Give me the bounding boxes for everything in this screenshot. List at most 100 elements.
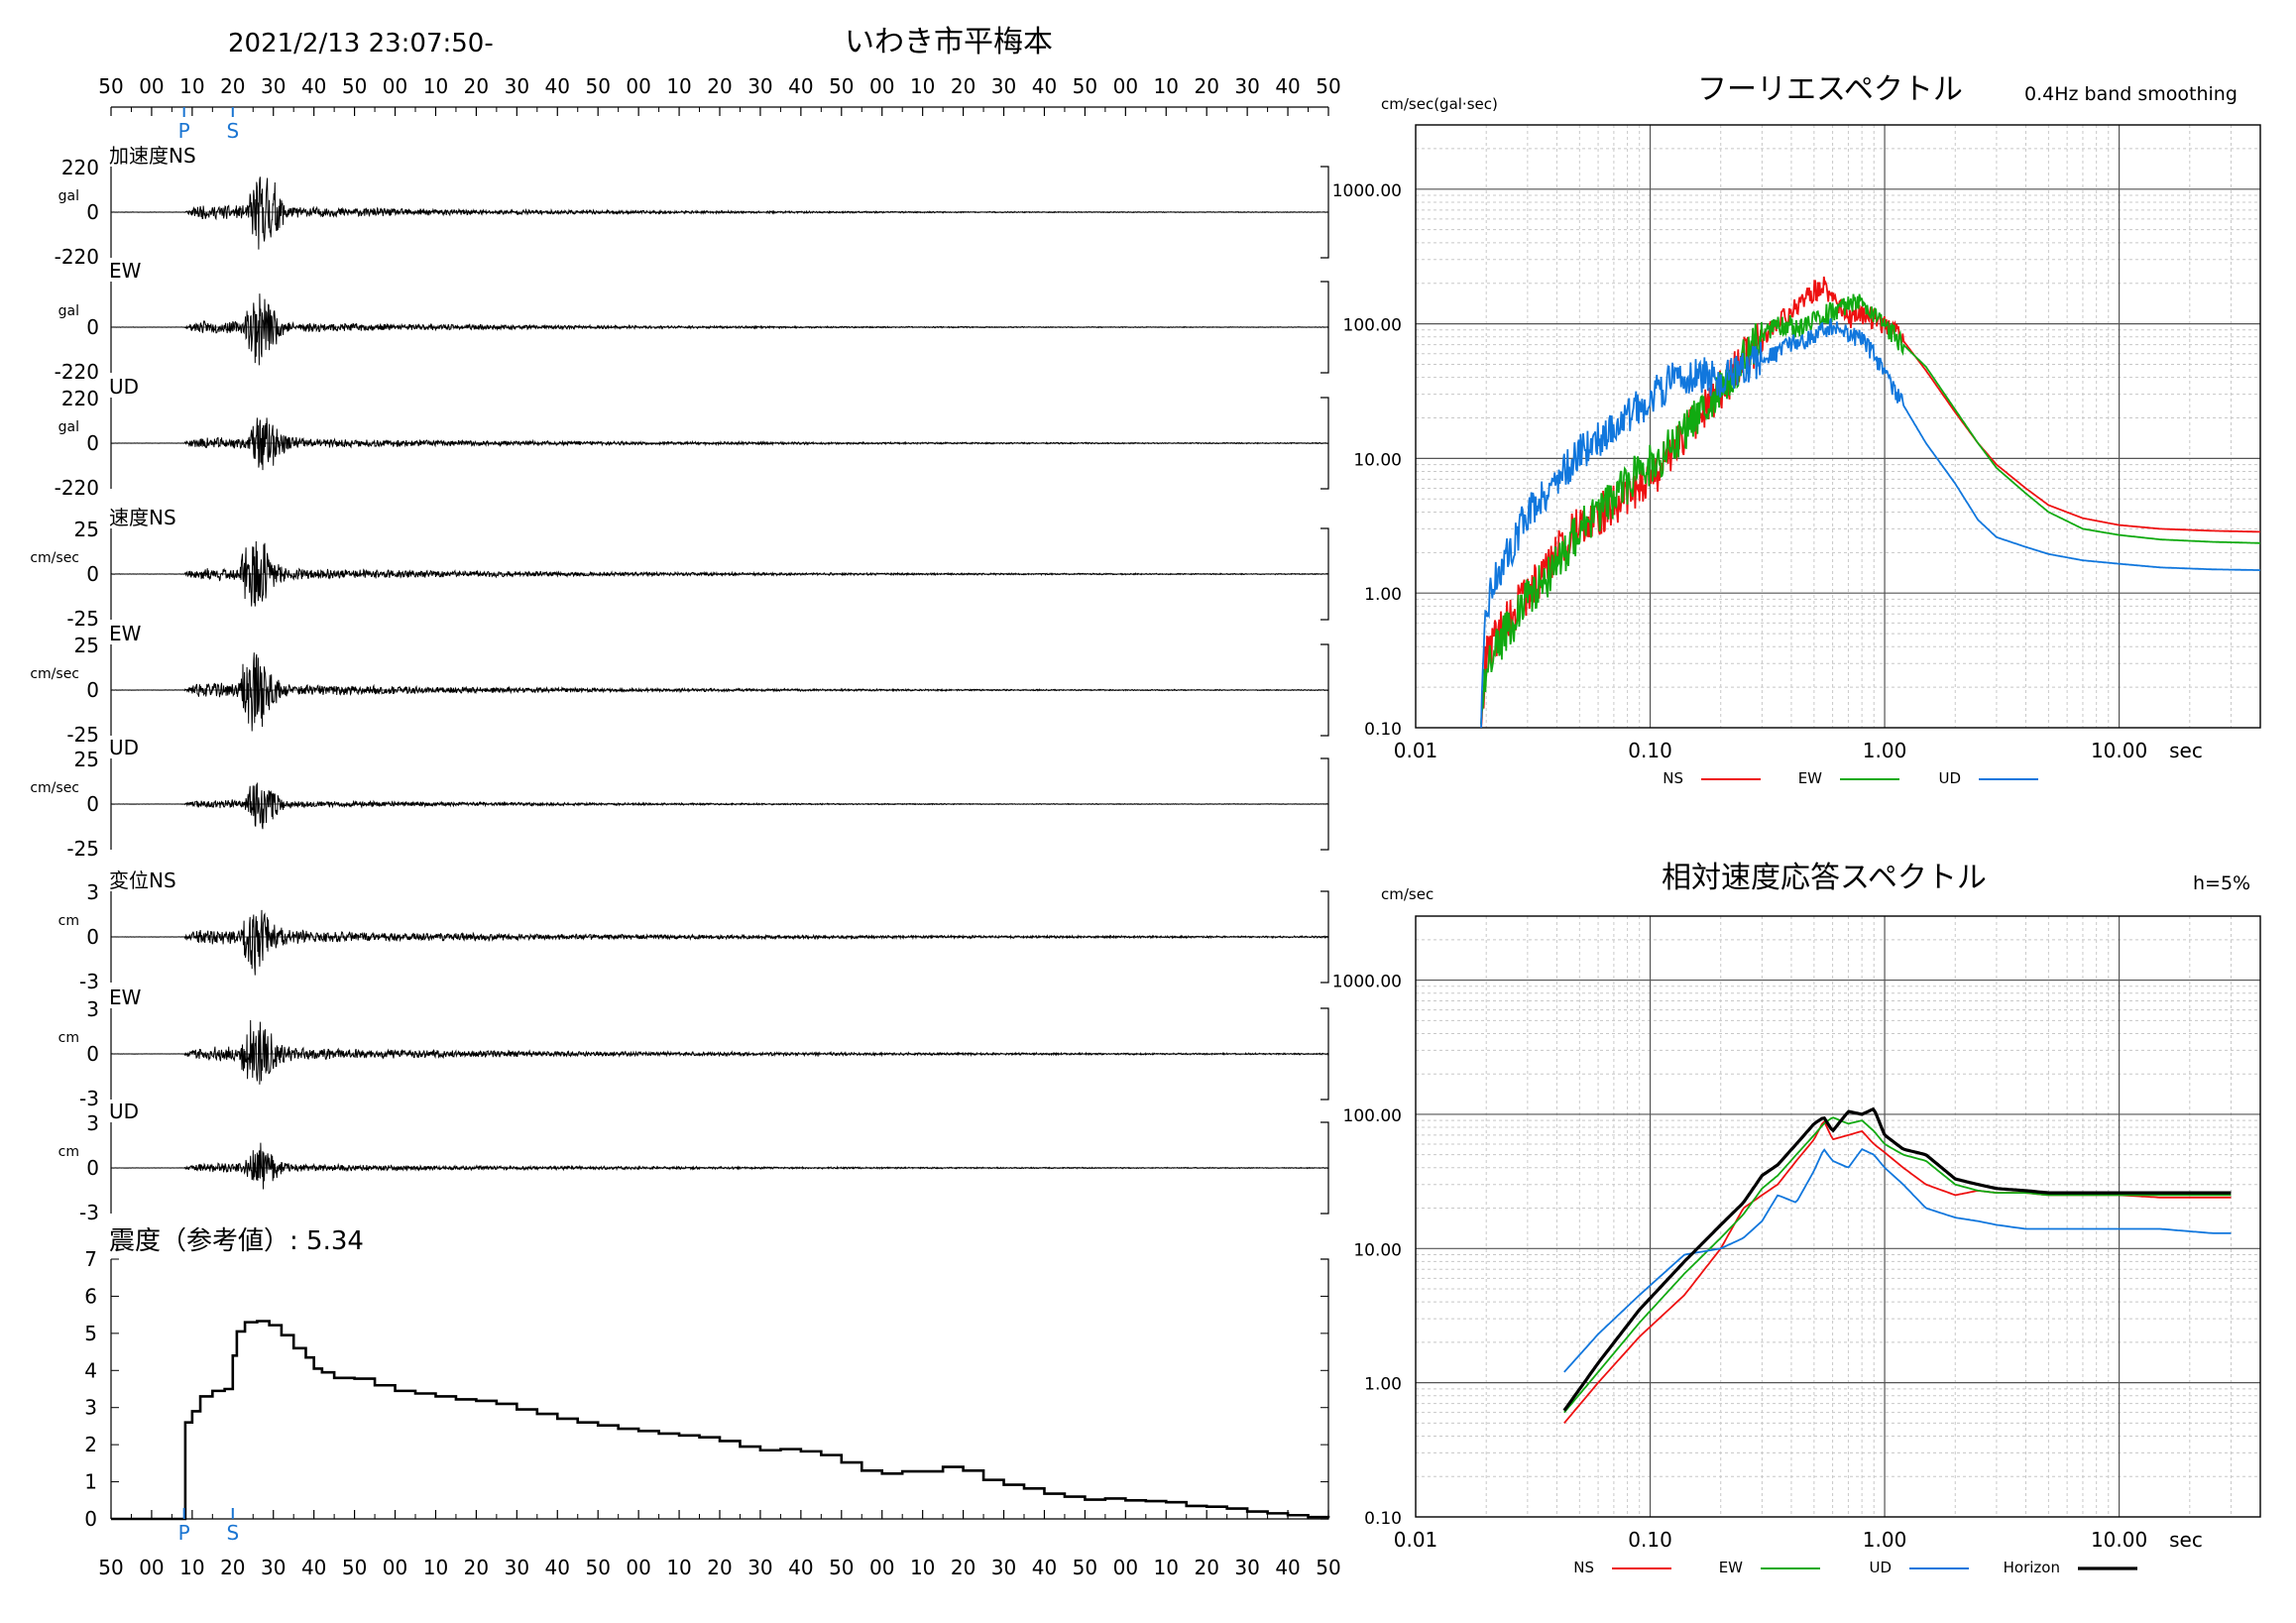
fourier-spectrum-chart: 0.01 0.10 1.00 10.00 sec0.101.0010.00100.001… bbox=[1332, 124, 2261, 787]
response-spectrum-chart: 0.01 0.10 1.00 10.00 sec0.101.0010.00100.001… bbox=[1332, 915, 2261, 1576]
top-axis-tick-label: 50 bbox=[585, 74, 610, 98]
header-datetime: 2021/2/13 23:07:50- bbox=[228, 29, 494, 58]
waveform-trace bbox=[110, 1019, 1329, 1085]
waveform-trace bbox=[110, 1142, 1329, 1190]
y-tick-label: 1000.00 bbox=[1332, 973, 1402, 992]
top-axis-tick-label: 10 bbox=[1154, 74, 1179, 98]
response-ylabel: cm/sec bbox=[1381, 885, 1434, 903]
s-wave-label: S bbox=[226, 1521, 239, 1545]
y-tick-label: 1.00 bbox=[1364, 1375, 1402, 1395]
intensity-y-tick-label: 7 bbox=[84, 1247, 97, 1271]
legend-label: UD bbox=[1869, 1559, 1892, 1576]
intensity-y-tick-label: 6 bbox=[84, 1284, 97, 1308]
bottom-axis-tick-label: 00 bbox=[869, 1556, 894, 1579]
bottom-axis-tick-label: 40 bbox=[545, 1556, 570, 1579]
top-axis-tick-label: 10 bbox=[423, 74, 448, 98]
panel-min-value: -220 bbox=[55, 360, 99, 384]
panel-max-value: 3 bbox=[86, 880, 99, 904]
panel-zero-value: 0 bbox=[86, 1156, 99, 1180]
intensity-y-tick-label: 3 bbox=[84, 1396, 97, 1420]
panel-unit: gal bbox=[58, 188, 79, 204]
x-axis-label: sec bbox=[2169, 739, 2203, 762]
bottom-axis-tick-label: 00 bbox=[139, 1556, 164, 1579]
y-tick-label: 0.10 bbox=[1364, 1509, 1402, 1529]
panel-label: UD bbox=[109, 736, 139, 759]
x-tick-label: 1.00 bbox=[1863, 1528, 1907, 1552]
bottom-axis-tick-label: 10 bbox=[1154, 1556, 1179, 1579]
panel-unit: gal bbox=[58, 419, 79, 435]
series-ud-line bbox=[1480, 317, 2260, 728]
panel-min-value: -220 bbox=[55, 245, 99, 269]
top-axis-tick-label: 10 bbox=[910, 74, 935, 98]
bottom-axis-tick-label: 30 bbox=[261, 1556, 286, 1579]
bottom-axis-tick-label: 10 bbox=[910, 1556, 935, 1579]
intensity-y-tick-label: 5 bbox=[84, 1322, 97, 1345]
bottom-axis-tick-label: 30 bbox=[991, 1556, 1016, 1579]
panel-label: EW bbox=[109, 985, 142, 1009]
bottom-axis-tick-label: 20 bbox=[707, 1556, 732, 1579]
bottom-axis-tick-label: 50 bbox=[1316, 1556, 1340, 1579]
y-tick-label: 0.10 bbox=[1364, 720, 1402, 740]
top-axis-tick-label: 50 bbox=[829, 74, 854, 98]
y-tick-label: 100.00 bbox=[1343, 1106, 1402, 1126]
panel-min-value: -3 bbox=[79, 1201, 99, 1224]
top-axis-tick-label: 30 bbox=[991, 74, 1016, 98]
s-wave-label: S bbox=[226, 119, 239, 143]
header-station: いわき市平梅本 bbox=[845, 25, 1053, 59]
p-wave-label: P bbox=[178, 119, 190, 143]
top-axis-tick-label: 50 bbox=[342, 74, 367, 98]
series-ew-line bbox=[1480, 293, 2260, 725]
panel-zero-value: 0 bbox=[86, 792, 99, 816]
bottom-axis-tick-label: 50 bbox=[829, 1556, 854, 1579]
top-axis-tick-label: 30 bbox=[747, 74, 772, 98]
waveform-panel: UD 25 -25 0 cm/sec bbox=[30, 736, 1329, 861]
top-axis-tick-label: 30 bbox=[261, 74, 286, 98]
waveform-panel: UD 3 -3 0 cm bbox=[58, 1100, 1329, 1224]
panel-zero-value: 0 bbox=[86, 925, 99, 949]
x-axis-label: sec bbox=[2169, 1528, 2203, 1552]
panel-max-value: 220 bbox=[61, 156, 99, 179]
y-tick-label: 1000.00 bbox=[1332, 181, 1402, 201]
top-axis-tick-label: 50 bbox=[98, 74, 123, 98]
waveform-trace bbox=[110, 540, 1329, 607]
top-axis-tick-label: 10 bbox=[666, 74, 691, 98]
panel-label: EW bbox=[109, 259, 142, 283]
panel-min-value: -25 bbox=[66, 723, 99, 747]
plot-frame bbox=[1415, 915, 2261, 1518]
panel-unit: cm/sec bbox=[30, 550, 79, 566]
x-tick-label: 10.00 bbox=[2091, 1528, 2147, 1552]
panel-label: 速度NS bbox=[109, 506, 176, 529]
intensity-curve bbox=[111, 1320, 1330, 1521]
panel-min-value: -25 bbox=[66, 837, 99, 861]
bottom-axis-tick-label: 50 bbox=[342, 1556, 367, 1579]
series-horizon-line bbox=[1562, 1106, 2232, 1412]
panel-min-value: -220 bbox=[55, 476, 99, 500]
x-tick-label: 0.01 bbox=[1394, 739, 1438, 762]
panel-unit: gal bbox=[58, 303, 79, 319]
bottom-axis-tick-label: 40 bbox=[301, 1556, 326, 1579]
panel-min-value: -3 bbox=[79, 970, 99, 993]
x-tick-label: 10.00 bbox=[2091, 739, 2147, 762]
top-axis-tick-label: 00 bbox=[1113, 74, 1138, 98]
waveform-trace bbox=[110, 176, 1329, 250]
panel-label: 加速度NS bbox=[109, 144, 196, 168]
series-ew-line bbox=[1563, 1116, 2232, 1414]
panel-zero-value: 0 bbox=[86, 315, 99, 339]
y-tick-label: 10.00 bbox=[1353, 1240, 1402, 1260]
top-axis-tick-label: 00 bbox=[139, 74, 164, 98]
fourier-subtitle: 0.4Hz band smoothing bbox=[2024, 83, 2238, 105]
waveform-panel: EW 25 -25 0 cm/sec bbox=[30, 622, 1329, 747]
top-axis-tick-label: 20 bbox=[220, 74, 245, 98]
bottom-axis-tick-label: 10 bbox=[179, 1556, 204, 1579]
panel-zero-value: 0 bbox=[86, 200, 99, 224]
panel-max-value: 25 bbox=[74, 634, 99, 657]
panel-label: EW bbox=[109, 622, 142, 645]
top-axis-tick-label: 40 bbox=[1032, 74, 1057, 98]
top-axis-tick-label: 00 bbox=[626, 74, 650, 98]
bottom-axis-tick-label: 50 bbox=[1073, 1556, 1097, 1579]
bottom-axis-tick-label: 40 bbox=[788, 1556, 813, 1579]
x-tick-label: 0.10 bbox=[1628, 1528, 1672, 1552]
x-tick-label: 0.10 bbox=[1628, 739, 1672, 762]
panel-unit: cm bbox=[58, 1144, 79, 1160]
fourier-ylabel: cm/sec(gal·sec) bbox=[1381, 95, 1498, 113]
